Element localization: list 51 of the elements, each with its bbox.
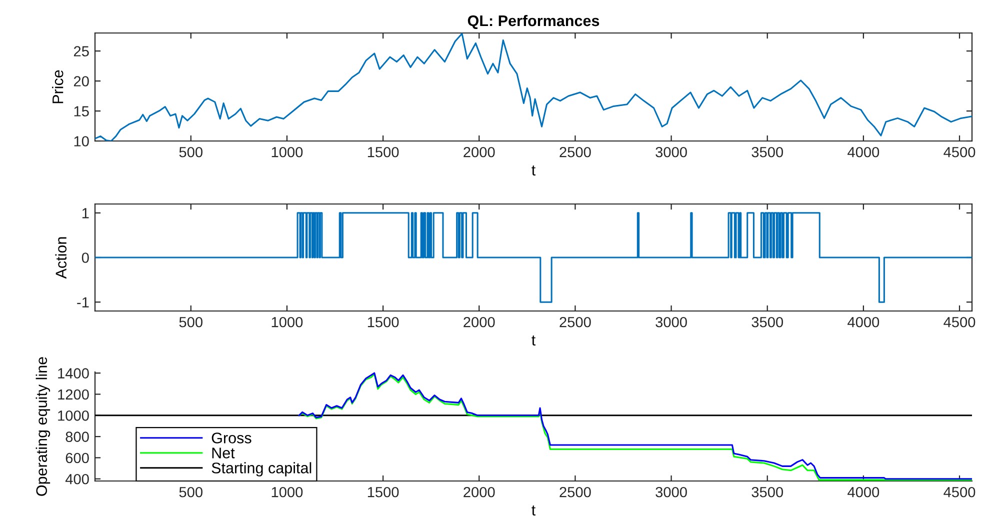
x-tick-label: 500 — [179, 486, 202, 498]
x-tick-label: 2000 — [464, 486, 495, 498]
x-tick-label: 4500 — [944, 486, 976, 498]
y-tick-label: 1200 — [58, 389, 89, 400]
x-tick-label: 2500 — [560, 316, 591, 328]
x-tick-label: 1500 — [368, 316, 399, 328]
x-tick-label: 3000 — [656, 316, 687, 328]
y-tick-label: 1 — [82, 208, 89, 218]
y-tick-label: 25 — [74, 46, 89, 56]
x-tick-label: 4000 — [848, 146, 880, 158]
x-axis-title: t — [532, 506, 536, 516]
y-tick-label: -1 — [77, 297, 89, 308]
x-axis-title: t — [532, 336, 536, 346]
y-tick-label: 400 — [65, 474, 89, 484]
x-tick-label: 3500 — [752, 146, 784, 158]
x-tick-label: 3000 — [656, 486, 687, 498]
x-tick-label: 500 — [179, 146, 202, 158]
x-tick-label: 4500 — [944, 146, 976, 158]
x-tick-label: 2000 — [464, 146, 495, 158]
x-tick-label: 4000 — [848, 486, 880, 498]
y-tick-label: 1400 — [58, 368, 89, 378]
chart-title: QL: Performances — [468, 14, 600, 30]
x-tick-label: 2500 — [560, 486, 591, 498]
x-tick-label: 3000 — [656, 146, 687, 158]
x-tick-label: 2500 — [560, 146, 591, 158]
x-tick-label: 1000 — [272, 146, 303, 158]
x-tick-label: 3500 — [752, 486, 784, 498]
y-tick-label: 600 — [66, 452, 89, 464]
legend-label: Gross — [212, 432, 252, 444]
x-tick-label: 3500 — [752, 316, 784, 328]
y-tick-label: 800 — [66, 432, 89, 442]
x-tick-label: 1000 — [272, 316, 303, 328]
y-tick-label: 10 — [74, 136, 89, 146]
y-tick-label: 1000 — [58, 410, 89, 421]
x-tick-label: 2000 — [464, 316, 495, 328]
x-tick-label: 4500 — [944, 316, 976, 328]
y-tick-label: 0 — [82, 252, 89, 263]
x-axis-title: t — [532, 166, 536, 176]
x-tick-label: 500 — [179, 316, 202, 328]
y-axis-title: Price — [52, 70, 64, 104]
legend-label: Starting capital — [212, 462, 312, 476]
y-axis-title: Operating equity line — [36, 357, 50, 496]
y-tick-label: 15 — [74, 106, 89, 116]
legend-label: Net — [212, 448, 235, 458]
x-tick-label: 1500 — [368, 486, 399, 498]
y-tick-label: 20 — [74, 76, 89, 86]
x-tick-label: 4000 — [848, 316, 880, 328]
line-series — [95, 33, 972, 141]
y-axis-title: Action — [55, 237, 67, 279]
x-tick-label: 1000 — [272, 486, 303, 498]
x-tick-label: 1500 — [368, 146, 399, 158]
